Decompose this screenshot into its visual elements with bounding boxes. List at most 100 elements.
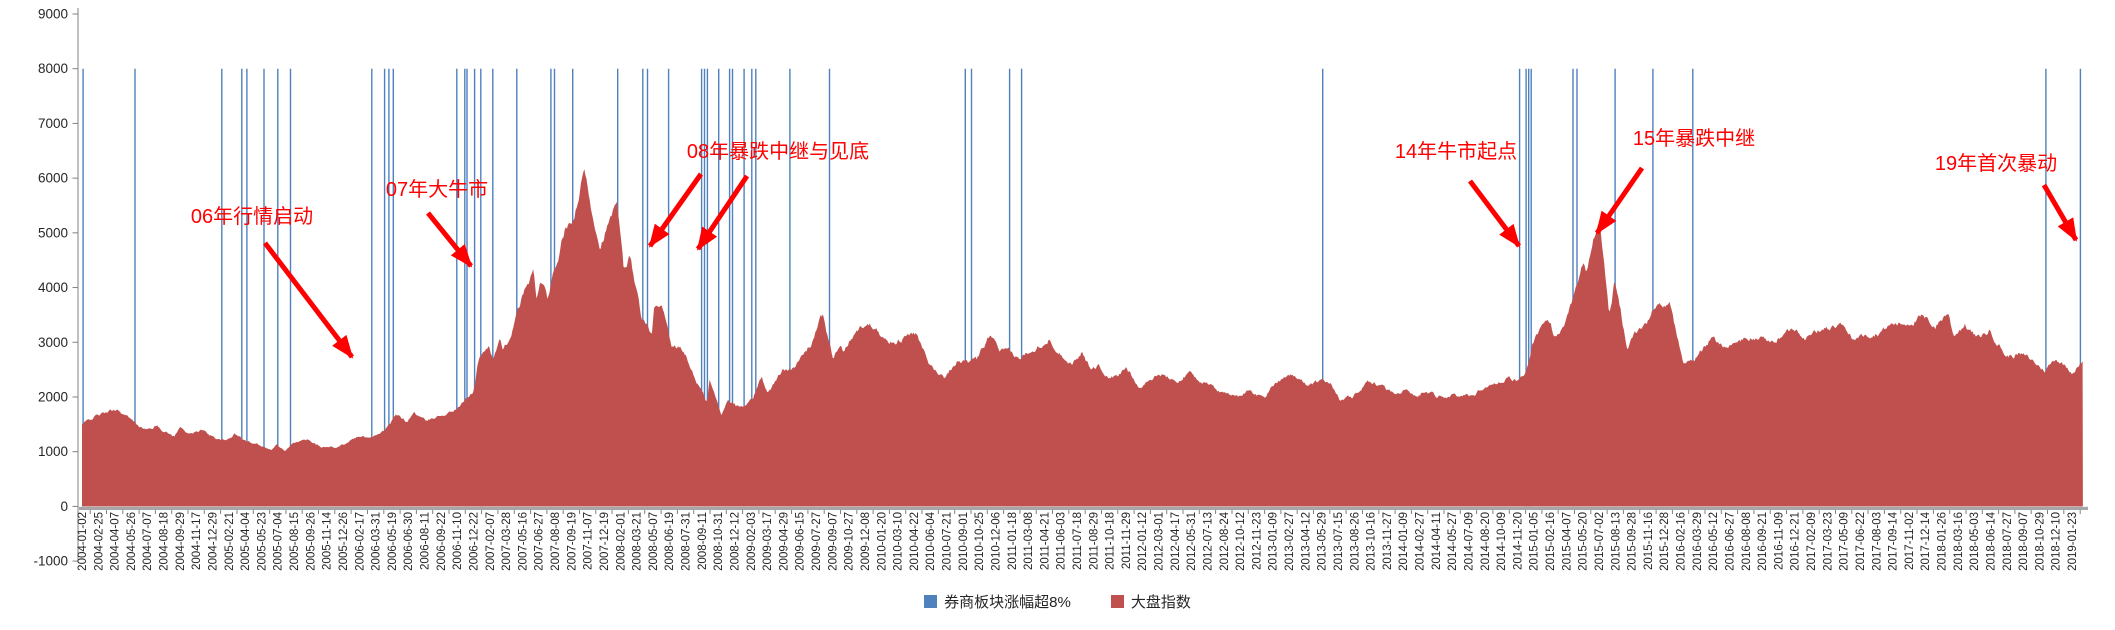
annotation-arrow-icon: [1468, 179, 1521, 248]
x-axis-tick-label: 2006-12-22: [469, 512, 481, 571]
x-axis-tick-label: 2005-02-21: [224, 512, 236, 571]
x-axis-tick-label: 2007-05-16: [517, 512, 529, 571]
x-axis-tick-label: 2008-06-19: [664, 512, 676, 571]
x-axis-tick-label: 2017-09-14: [1888, 511, 1900, 570]
x-axis-tick-label: 2008-02-01: [615, 512, 627, 571]
x-axis-tick-label: 2014-04-11: [1431, 512, 1443, 570]
annotation-arrow-icon: [1594, 166, 1645, 235]
y-axis-tick-label: 4000: [38, 280, 68, 295]
x-axis-tick-label: 2013-07-15: [1333, 512, 1345, 571]
annotation-arrow-icon: [695, 174, 750, 251]
x-axis-tick-label: 2009-10-27: [844, 512, 856, 571]
x-axis-tick-label: 2004-08-18: [159, 512, 171, 571]
x-axis-tick-label: 2004-09-29: [175, 512, 187, 571]
y-axis-tick-label: 6000: [38, 171, 68, 186]
x-axis-tick-label: 2007-06-27: [534, 512, 546, 571]
x-axis-tick-label: 2007-08-08: [550, 512, 562, 571]
x-axis-tick-label: 2010-12-06: [990, 512, 1002, 571]
x-axis-tick-label: 2013-05-29: [1317, 512, 1329, 571]
annotation-arrow-icon: [647, 172, 704, 248]
x-axis-tick-label: 2018-06-14: [1985, 511, 1997, 570]
x-axis-tick-label: 2011-08-29: [1088, 512, 1100, 570]
x-axis-tick-label: 2004-11-17: [191, 512, 203, 570]
y-axis-tick-label: 9000: [38, 7, 68, 22]
x-axis-tick-label: 2008-03-21: [632, 512, 644, 571]
x-axis-tick-label: 2015-12-28: [1659, 512, 1671, 571]
x-axis-tick-label: 2018-03-16: [1953, 512, 1965, 571]
y-axis-tick-label: 5000: [38, 225, 68, 240]
x-axis-tick-label: 2017-11-02: [1904, 512, 1916, 570]
x-axis-tick-label: 2006-06-30: [403, 512, 415, 571]
legend-label-broker-surge: 券商板块涨幅超8%: [944, 594, 1071, 611]
y-axis-tick-label: 0: [60, 499, 68, 514]
x-axis-tick-label: 2015-05-20: [1578, 512, 1590, 571]
x-axis-tick-label: 2014-11-20: [1512, 512, 1524, 570]
x-axis-tick-label: 2015-11-16: [1643, 512, 1655, 570]
x-axis-tick-label: 2015-07-02: [1594, 512, 1606, 571]
annotation-arrow-icon: [2041, 183, 2079, 242]
x-axis-tick-label: 2018-09-07: [2018, 512, 2030, 571]
y-axis-tick-label: 7000: [38, 116, 68, 131]
x-axis-tick-label: 2014-05-27: [1447, 512, 1459, 571]
x-axis-tick-label: 2017-12-14: [1920, 511, 1932, 570]
x-axis-tick-label: 2017-02-09: [1806, 512, 1818, 571]
x-axis-tick-label: 2016-03-29: [1692, 512, 1704, 571]
x-axis-tick-label: 2015-04-07: [1561, 512, 1573, 571]
x-axis-tick-label: 2016-06-27: [1725, 512, 1737, 571]
x-axis-tick-label: 2015-09-28: [1627, 512, 1639, 571]
x-axis-tick-label: 2013-01-09: [1268, 512, 1280, 571]
x-axis-tick-label: 2011-03-08: [1023, 512, 1035, 570]
x-axis-tick-label: 2017-05-09: [1839, 512, 1851, 571]
x-axis-tick-label: 2011-01-18: [1007, 512, 1019, 570]
x-axis-tick-label: 2009-06-15: [795, 512, 807, 571]
y-axis-tick-label: 3000: [38, 335, 68, 350]
x-axis-tick-label: 2018-01-26: [1937, 512, 1949, 571]
x-axis-tick-label: 2016-12-21: [1790, 512, 1802, 571]
x-axis-tick-label: 2008-07-31: [681, 512, 693, 571]
x-axis-tick-label: 2010-03-10: [893, 512, 905, 571]
x-axis-tick-label: 2012-05-31: [1186, 512, 1198, 571]
x-axis-tick-label: 2011-07-18: [1072, 512, 1084, 570]
x-axis-tick-label: 2010-10-25: [974, 512, 986, 571]
x-axis-tick-label: 2009-07-27: [811, 512, 823, 571]
x-axis-tick-label: 2010-01-20: [876, 512, 888, 571]
x-axis-tick-label: 2008-12-12: [730, 512, 742, 571]
x-axis-tick-label: 2013-02-27: [1284, 512, 1296, 571]
x-axis-tick-label: 2006-09-22: [436, 512, 448, 571]
x-axis-tick-label: 2015-02-16: [1545, 512, 1557, 571]
x-axis-band: [79, 506, 2088, 510]
x-axis-tick-label: 2007-12-19: [599, 512, 611, 571]
x-axis-tick-label: 2004-07-07: [142, 512, 154, 571]
x-axis-tick-label: 2006-05-19: [387, 512, 399, 571]
x-axis-tick-label: 2012-07-13: [1203, 512, 1215, 571]
legend-swatch-red-icon: [1110, 595, 1124, 608]
annotation-arrow-icon: [263, 241, 354, 359]
x-axis-tick-label: 2005-12-26: [338, 512, 350, 571]
x-axis-tick-label: 2017-08-03: [1871, 512, 1883, 571]
legend-item-broker-surge: 券商板块涨幅超8%: [924, 591, 1071, 612]
x-axis-tick-label: 2018-10-29: [2034, 512, 2046, 571]
x-axis-tick-label: 2012-01-12: [1137, 512, 1149, 571]
legend-swatch-blue-icon: [924, 595, 938, 608]
x-axis-tick-label: 2013-08-26: [1349, 512, 1361, 571]
x-axis-tick-label: 2016-09-21: [1757, 512, 1769, 571]
x-axis-tick-label: 2014-02-27: [1415, 512, 1427, 571]
x-axis-tick-label: 2007-11-07: [583, 512, 595, 570]
x-axis-tick-label: 2008-10-31: [713, 512, 725, 571]
x-axis-tick-label: 2006-03-31: [371, 512, 383, 571]
x-axis-tick-label: 2016-08-08: [1741, 512, 1753, 571]
x-axis-tick-label: 2019-01-23: [2067, 512, 2079, 571]
x-axis-tick-label: 2011-04-21: [1039, 512, 1051, 570]
x-axis-tick-label: 2009-02-03: [746, 512, 758, 571]
x-axis-tick-label: 2011-11-29: [1121, 512, 1133, 569]
x-axis-tick-label: 2013-11-27: [1382, 512, 1394, 570]
y-axis-tick-label: 8000: [38, 61, 68, 76]
x-axis-tick-label: 2004-12-29: [208, 512, 220, 571]
x-axis-tick-label: 2015-08-13: [1610, 512, 1622, 571]
x-axis-tick-label: 2005-05-23: [256, 512, 268, 571]
annotation-arrow-icon: [426, 211, 473, 268]
x-axis-tick-label: 2012-03-01: [1154, 512, 1166, 571]
x-axis-tick-label: 2018-05-03: [1969, 512, 1981, 571]
x-axis-tick-label: 2005-11-14: [322, 511, 334, 570]
